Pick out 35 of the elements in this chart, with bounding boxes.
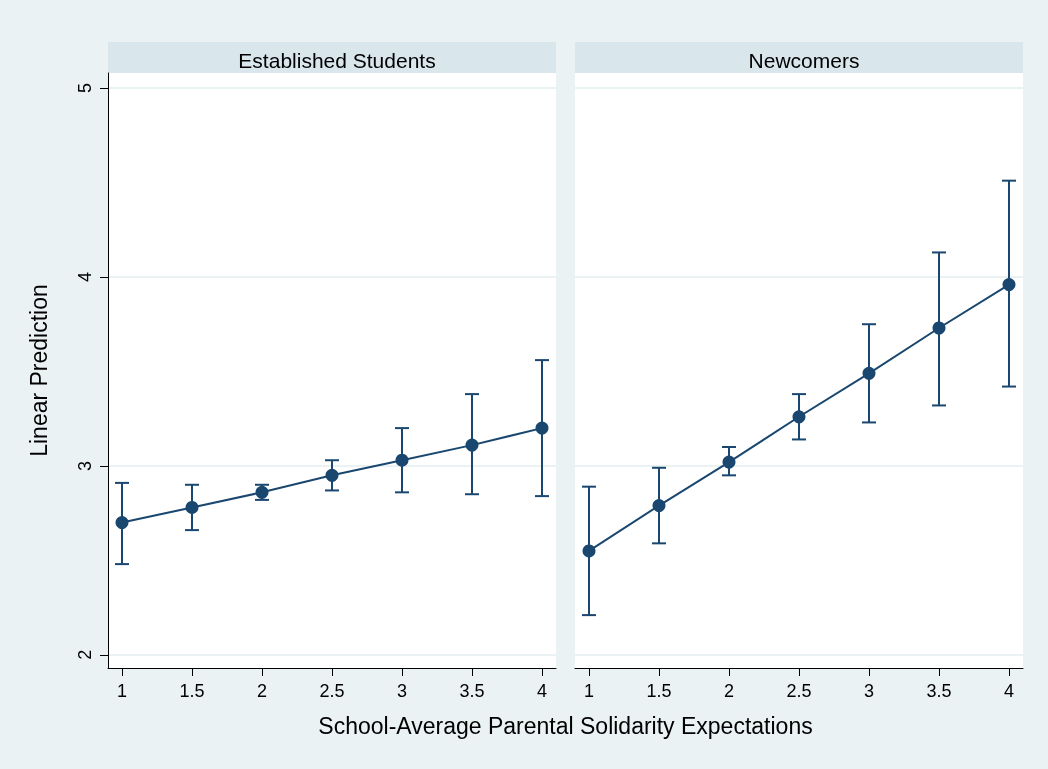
x-tick-label: 3 — [396, 681, 408, 701]
y-tick-label: 3 — [75, 460, 95, 471]
x-tick-label: 4 — [1003, 681, 1015, 701]
x-tick-label: 2 — [723, 681, 735, 701]
y-axis-title: Linear Prediction — [25, 284, 52, 457]
x-tick-label: 1 — [116, 681, 128, 701]
y-tick-label: 2 — [75, 649, 95, 660]
chart-title: Established Students — [238, 49, 436, 72]
x-tick-label: 2.5 — [786, 681, 812, 701]
x-tick-label: 3.5 — [926, 681, 952, 701]
point — [792, 410, 806, 424]
x-tick-label: 1 — [583, 681, 595, 701]
x-tick-label: 3.5 — [459, 681, 485, 701]
point — [1002, 278, 1016, 292]
point — [932, 321, 946, 335]
y-tick-label: 5 — [75, 83, 95, 94]
x-tick-label: 2 — [256, 681, 268, 701]
y-tick-label: 4 — [75, 271, 95, 283]
x-axis-title: School-Average Parental Solidarity Expectations — [317, 713, 814, 740]
point — [652, 499, 666, 513]
x-tick-label: 1.5 — [179, 681, 205, 701]
point — [465, 438, 479, 452]
chart-title: Newcomers — [748, 49, 860, 72]
point — [722, 455, 736, 469]
x-tick-label: 2.5 — [319, 681, 345, 701]
point — [115, 516, 129, 530]
x-tick-label: 3 — [863, 681, 875, 701]
point — [582, 544, 596, 558]
point — [862, 366, 876, 380]
point — [395, 453, 409, 467]
point — [325, 468, 339, 482]
x-tick-label: 1.5 — [646, 681, 672, 701]
x-tick-label: 4 — [536, 681, 548, 701]
point — [185, 500, 199, 514]
point — [535, 421, 549, 435]
